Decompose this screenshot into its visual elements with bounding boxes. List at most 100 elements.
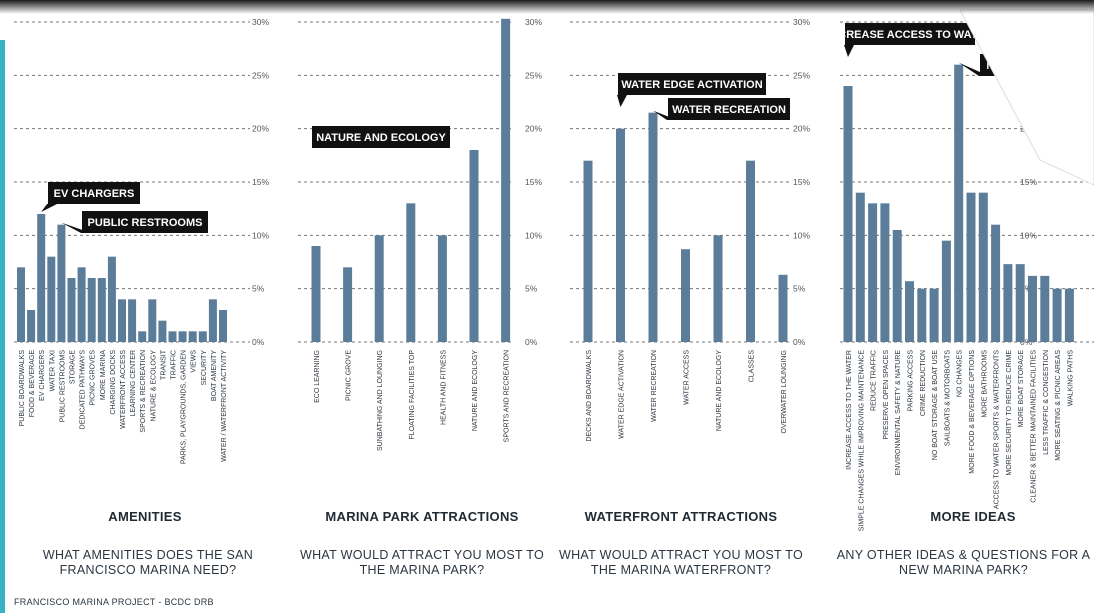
- category-label: WATER EDGE ACTIVATION: [619, 350, 626, 439]
- bar: [954, 64, 964, 343]
- category-label: MORE SEATING & PICNIC AREAS: [1055, 350, 1062, 461]
- bar: [188, 331, 197, 342]
- callout-label: WATER RECREATION: [672, 104, 786, 116]
- top-shadow: [0, 0, 1094, 14]
- category-label: PICNIC GROVE: [346, 350, 353, 401]
- bar: [469, 150, 479, 342]
- category-label: PARKS, PLAYGROUNDS, GARDEN: [181, 350, 188, 464]
- category-label: ECO LEARNING: [314, 350, 321, 403]
- bar: [746, 160, 755, 342]
- callout-pointer: [958, 62, 989, 76]
- category-label: CLASSES: [749, 350, 756, 383]
- category-label: SECURITY: [201, 350, 208, 386]
- category-label: VIEWS: [191, 350, 198, 373]
- panel-question-marina-park: WHAT WOULD ATTRACT YOU MOST TO THE MARIN…: [300, 548, 544, 577]
- bar: [37, 214, 46, 342]
- y-tick-label: 20%: [252, 124, 269, 134]
- bar: [892, 230, 902, 342]
- bar: [616, 128, 625, 342]
- bar: [583, 160, 593, 342]
- y-tick-label: 5%: [793, 284, 806, 294]
- bar: [107, 256, 116, 342]
- bar: [966, 192, 976, 342]
- y-tick-label: 30%: [525, 17, 542, 27]
- bar: [681, 249, 690, 342]
- category-label: DECKS AND BOARDWALKS: [586, 350, 593, 442]
- category-label: FLOATING FACILITIES TOP: [409, 350, 416, 440]
- category-label: WATERFRONT ACCESS: [120, 350, 127, 429]
- bar: [87, 278, 96, 342]
- category-label: PICNIC GROVES: [90, 350, 97, 406]
- bar: [868, 203, 878, 342]
- panel-question-amenities: WHAT AMENITIES DOES THE SAN FRANCISCO MA…: [42, 548, 254, 577]
- panel-question-more-ideas: ANY OTHER IDEAS & QUESTIONS FOR A NEW MA…: [836, 548, 1091, 577]
- category-label: OVERWATER LOUNGING: [781, 350, 788, 434]
- bar: [991, 224, 1001, 342]
- bar: [17, 267, 25, 342]
- bar: [501, 18, 511, 343]
- bar: [855, 192, 865, 342]
- category-label: ACCESS TO WATER SPORTS & WATERFRONTS: [994, 350, 1001, 509]
- bar: [406, 203, 416, 342]
- bar: [311, 246, 321, 342]
- bar: [27, 310, 36, 342]
- callout-label: EV CHARGERS: [54, 188, 135, 200]
- category-label: NO BOAT STORAGE & BOAT USE: [932, 350, 939, 461]
- y-tick-label: 0%: [252, 337, 265, 347]
- y-tick-label: 20%: [525, 124, 542, 134]
- callout-pointer: [61, 222, 91, 233]
- y-tick-label: 10%: [793, 230, 810, 240]
- page-curl: [959, 9, 1094, 186]
- y-tick-label: 5%: [525, 284, 538, 294]
- bar: [1015, 264, 1025, 342]
- y-tick-label: 15%: [525, 177, 542, 187]
- bar: [713, 235, 723, 342]
- bar: [648, 112, 658, 343]
- bar: [118, 299, 126, 342]
- category-label: NO CHANGES: [957, 350, 964, 397]
- panel-title-waterfront: WATERFRONT ATTRACTIONS: [584, 509, 778, 524]
- bar: [437, 235, 447, 342]
- y-tick-label: 5%: [1020, 284, 1033, 294]
- y-tick-label: 0%: [525, 337, 538, 347]
- bar: [1052, 288, 1062, 342]
- panel-question-waterfront: WHAT WOULD ATTRACT YOU MOST TO THE MARIN…: [559, 548, 803, 577]
- callout-box: [312, 126, 450, 148]
- category-label: ENVIRONMENTAL SAFETY & NATURE: [895, 350, 902, 476]
- left-edge-strip: [0, 40, 5, 613]
- category-label: TRAFFIC: [171, 350, 178, 380]
- callout-label: WATER EDGE ACTIVATION: [621, 79, 762, 91]
- category-label: EV CHARGERS: [39, 350, 46, 401]
- y-tick-label: 25%: [252, 70, 269, 80]
- bar: [1064, 288, 1074, 342]
- category-label: WATER ACCESS: [684, 350, 691, 405]
- category-label: NATURE AND ECOLOGY: [472, 350, 479, 431]
- callout-pointer: [653, 110, 677, 120]
- category-label: WATER RECREATION: [651, 350, 658, 422]
- bar: [843, 86, 853, 342]
- category-label: WALKING PATHS: [1067, 350, 1074, 407]
- category-label: TRANSIT: [160, 349, 167, 380]
- category-label: PUBLIC RESTROOMS: [59, 350, 66, 423]
- bar: [67, 278, 76, 342]
- bar: [158, 320, 167, 342]
- bar: [343, 267, 353, 342]
- bar: [208, 299, 217, 342]
- y-tick-label: 25%: [525, 70, 542, 80]
- y-tick-label: 10%: [252, 230, 269, 240]
- category-label: BOAT AMENITY: [211, 350, 218, 401]
- bar: [77, 267, 86, 342]
- y-tick-label: 0%: [793, 337, 806, 347]
- category-label: CHARGING DOCKS: [110, 350, 117, 415]
- bar: [1028, 275, 1037, 342]
- category-label: REDUCE TRAFFIC: [871, 350, 878, 411]
- category-label: MORE SECURITY TO REDUCE CRIME: [1006, 350, 1013, 476]
- bar: [917, 288, 927, 342]
- bar: [905, 281, 914, 342]
- y-tick-label: 15%: [793, 177, 810, 187]
- y-tick-label: 5%: [252, 284, 265, 294]
- category-label: LESS TRAFFIC & CONGESTION: [1043, 350, 1050, 455]
- footer-caption: FRANCISCO MARINA PROJECT - BCDC DRB: [14, 597, 214, 607]
